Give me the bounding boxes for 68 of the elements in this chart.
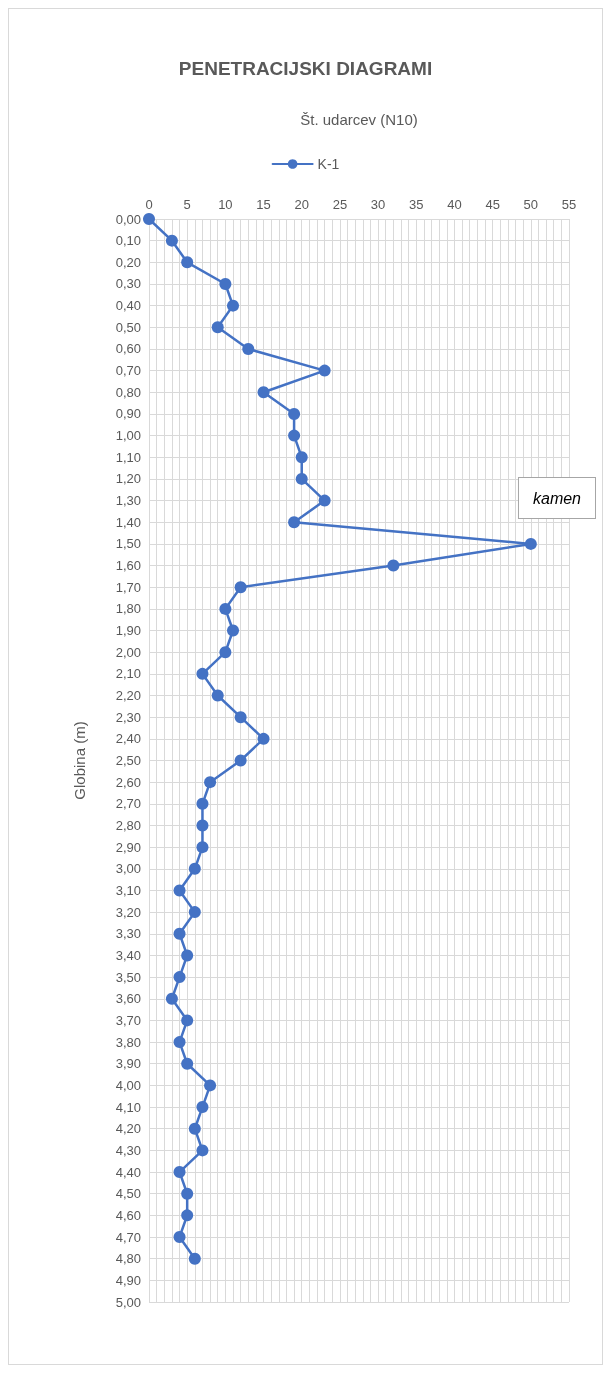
- y-tick-label: 2,60: [115, 774, 141, 790]
- y-tick-label: 1,80: [115, 601, 141, 617]
- y-tick-label: 2,90: [115, 839, 141, 855]
- x-tick-label: 30: [370, 197, 386, 212]
- y-tick-label: 3,30: [115, 926, 141, 942]
- x-tick-label: 20: [294, 197, 309, 212]
- y-tick-label: 1,20: [115, 471, 141, 487]
- x-tick-label: 15: [256, 197, 271, 212]
- y-tick-label: 1,90: [115, 623, 141, 639]
- y-tick-label: 0,00: [115, 211, 141, 227]
- y-tick-label: 3,80: [115, 1034, 141, 1050]
- y-tick-label: 3,00: [115, 861, 141, 877]
- y-tick-label: 4,90: [115, 1272, 141, 1288]
- y-tick-label: 2,30: [115, 709, 141, 725]
- y-tick-label: 3,50: [115, 969, 141, 985]
- chart-title: PENETRACIJSKI DIAGRAMI: [178, 58, 433, 79]
- y-tick-label: 2,00: [115, 644, 141, 660]
- y-tick-label: 0,10: [115, 233, 141, 249]
- y-tick-label: 3,40: [115, 947, 141, 963]
- y-tick-label: 1,00: [115, 428, 141, 444]
- y-tick-label: 4,20: [115, 1121, 141, 1137]
- y-tick-label: 1,30: [115, 493, 141, 509]
- x-axis-title: Št. udarcev (N10): [300, 111, 418, 128]
- y-tick-label: 0,50: [115, 319, 141, 335]
- y-tick-label: 4,00: [115, 1077, 141, 1093]
- y-tick-label: 1,50: [115, 536, 141, 552]
- y-tick-label: 4,70: [115, 1229, 141, 1245]
- y-tick-label: 2,70: [115, 796, 141, 812]
- x-tick-label: 50: [523, 197, 539, 212]
- y-tick-label: 3,90: [115, 1056, 141, 1072]
- y-tick-label: 0,20: [115, 254, 141, 270]
- legend-label: K-1: [317, 156, 340, 172]
- y-tick-label: 3,10: [115, 882, 141, 898]
- y-tick-label: 0,30: [115, 276, 141, 292]
- y-tick-label: 4,40: [115, 1164, 141, 1180]
- y-tick-label: 2,10: [115, 666, 141, 682]
- y-tick-label: 1,70: [115, 579, 141, 595]
- y-tick-label: 4,10: [115, 1099, 141, 1115]
- y-tick-label: 2,20: [115, 688, 141, 704]
- x-tick-label: 35: [409, 197, 424, 212]
- y-tick-label: 0,90: [115, 406, 141, 422]
- y-axis-title: Globina (m): [71, 721, 88, 800]
- x-tick-label: 40: [447, 197, 462, 212]
- y-tick-label: 4,60: [115, 1207, 141, 1223]
- y-tick-label: 1,60: [115, 558, 141, 574]
- y-tick-label: 0,40: [115, 298, 141, 314]
- y-tick-label: 1,40: [115, 514, 141, 530]
- y-tick-label: 4,80: [115, 1251, 141, 1267]
- x-tick-label: 0: [145, 197, 153, 212]
- y-tick-label: 3,60: [115, 991, 141, 1007]
- x-tick-label: 55: [561, 197, 577, 212]
- y-tick-label: 0,60: [115, 341, 141, 357]
- annotation: kamen: [532, 489, 582, 507]
- y-tick-label: 2,80: [115, 817, 141, 833]
- x-tick-label: 10: [218, 197, 233, 212]
- y-tick-label: 0,80: [115, 384, 141, 400]
- x-tick-label: 5: [183, 197, 191, 212]
- y-tick-label: 1,10: [115, 449, 141, 465]
- y-tick-label: 3,20: [115, 904, 141, 920]
- y-tick-label: 4,50: [115, 1186, 141, 1202]
- y-tick-label: 2,40: [115, 731, 141, 747]
- x-tick-label: 45: [485, 197, 500, 212]
- x-tick-label: 25: [332, 197, 348, 212]
- y-tick-label: 4,30: [115, 1142, 141, 1158]
- y-tick-label: 2,50: [115, 753, 141, 768]
- y-tick-label: 3,70: [115, 1012, 141, 1028]
- y-tick-label: 0,70: [115, 363, 141, 379]
- y-tick-label: 5,00: [115, 1294, 141, 1310]
